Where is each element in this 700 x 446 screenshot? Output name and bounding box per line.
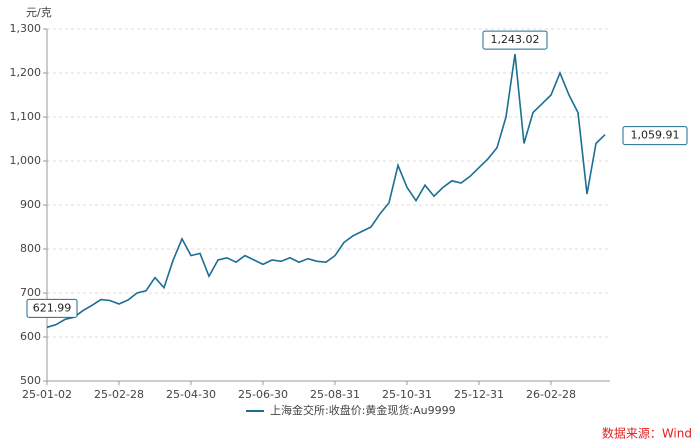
data-label: 1,059.91 <box>631 129 680 142</box>
y-tick-label: 800 <box>20 242 41 255</box>
y-tick-label: 1,200 <box>10 66 42 79</box>
data-label: 621.99 <box>33 301 72 314</box>
y-tick-label: 1,000 <box>10 154 42 167</box>
legend-label: 上海金交所:收盘价:黄金现货:Au9999 <box>270 403 456 417</box>
y-tick-label: 900 <box>20 198 41 211</box>
price-line <box>46 53 606 329</box>
x-tick-label: 25-08-31 <box>310 388 360 401</box>
data-label: 1,243.02 <box>491 33 540 46</box>
x-tick-label: 26-02-28 <box>526 388 576 401</box>
y-tick-label: 1,100 <box>10 110 42 123</box>
y-tick-label: 600 <box>20 330 41 343</box>
x-tick-label: 25-02-28 <box>94 388 144 401</box>
callout-box <box>482 30 548 50</box>
x-tick-label: 25-06-30 <box>238 388 288 401</box>
callout-box <box>26 298 78 318</box>
x-tick-label: 25-10-31 <box>382 388 432 401</box>
callout-box <box>622 126 688 146</box>
source: 数据来源：Wind <box>602 426 692 441</box>
x-tick-label: 25-01-02 <box>22 388 72 401</box>
x-tick-label: 25-04-30 <box>166 388 216 401</box>
y-unit: 元/克 <box>26 6 52 19</box>
y-tick-label: 700 <box>20 286 41 299</box>
y-tick-label: 1,300 <box>10 22 42 35</box>
x-tick-label: 25-12-31 <box>454 388 504 401</box>
y-tick-label: 500 <box>20 374 41 387</box>
